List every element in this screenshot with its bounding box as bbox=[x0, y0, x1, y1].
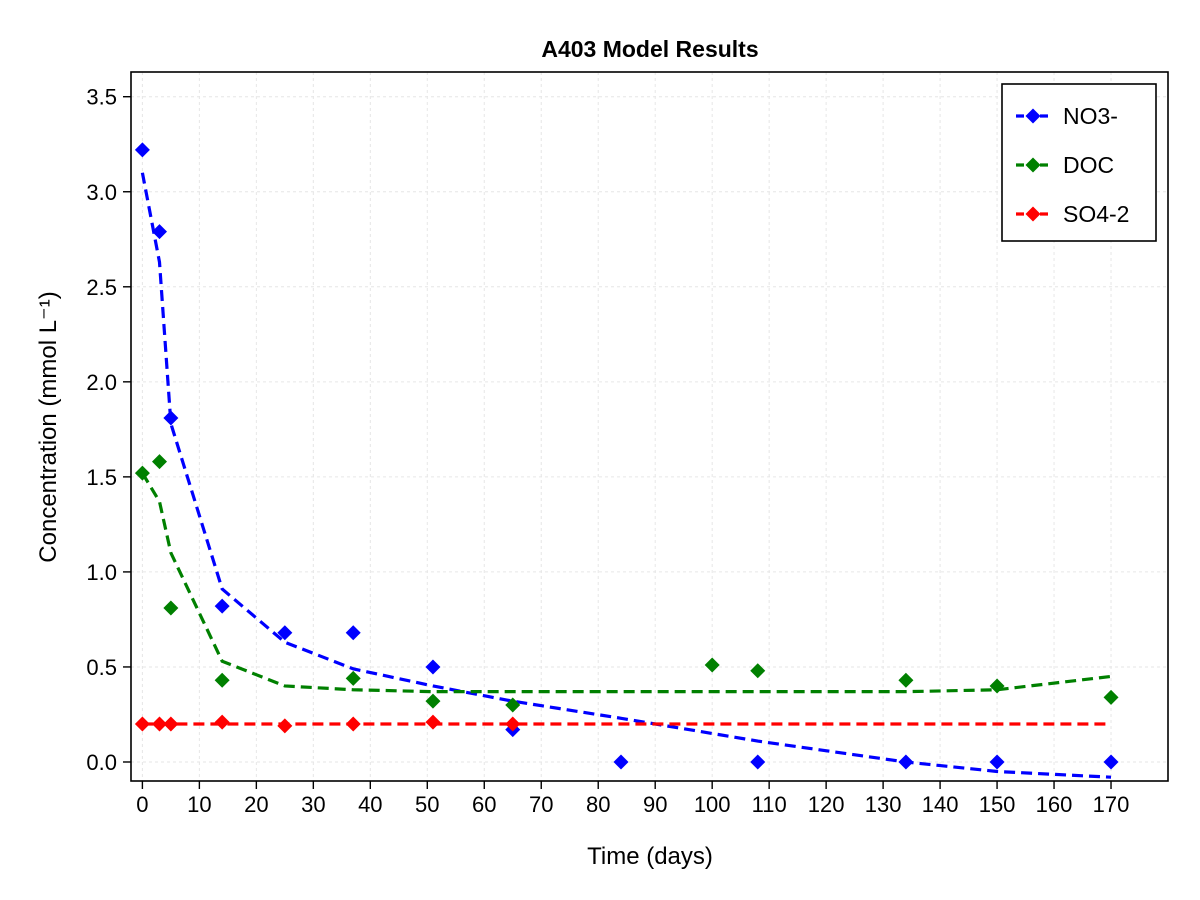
legend-item-so42: SO4-2 bbox=[1016, 201, 1129, 227]
data-point-doc bbox=[425, 693, 441, 709]
data-point-so42 bbox=[214, 714, 230, 730]
data-point-doc bbox=[505, 697, 521, 713]
y-axis-label: Concentration (mmol L⁻¹) bbox=[35, 291, 62, 562]
data-point-no3 bbox=[898, 754, 914, 770]
legend-item-no3: NO3- bbox=[1016, 103, 1118, 129]
series-no3 bbox=[134, 142, 1119, 779]
data-point-no3 bbox=[134, 142, 150, 158]
data-point-no3 bbox=[345, 625, 361, 641]
x-tick-label: 20 bbox=[244, 792, 268, 817]
data-point-no3 bbox=[613, 754, 629, 770]
legend-item-doc: DOC bbox=[1016, 152, 1114, 178]
y-tick-label: 2.0 bbox=[86, 370, 117, 395]
data-point-no3 bbox=[277, 625, 293, 641]
legend-label: SO4-2 bbox=[1063, 201, 1129, 227]
data-point-no3 bbox=[214, 598, 230, 614]
data-point-no3 bbox=[163, 410, 179, 426]
data-point-so42 bbox=[151, 716, 167, 732]
y-tick-label: 3.0 bbox=[86, 180, 117, 205]
data-point-doc bbox=[750, 663, 766, 679]
data-point-so42 bbox=[134, 716, 150, 732]
x-tick-label: 160 bbox=[1036, 792, 1073, 817]
data-point-so42 bbox=[163, 716, 179, 732]
data-point-no3 bbox=[151, 224, 167, 240]
y-tick-label: 2.5 bbox=[86, 275, 117, 300]
data-point-doc bbox=[1103, 689, 1119, 705]
y-tick-label: 1.5 bbox=[86, 465, 117, 490]
legend-marker bbox=[1025, 108, 1041, 124]
data-point-so42 bbox=[277, 718, 293, 734]
chart-title: A403 Model Results bbox=[541, 36, 758, 62]
x-tick-label: 170 bbox=[1093, 792, 1130, 817]
data-point-doc bbox=[704, 657, 720, 673]
data-point-doc bbox=[163, 600, 179, 616]
x-tick-label: 100 bbox=[694, 792, 731, 817]
x-tick-label: 90 bbox=[643, 792, 667, 817]
plot-data bbox=[134, 142, 1119, 779]
y-tick-label: 3.5 bbox=[86, 85, 117, 110]
x-tick-label: 0 bbox=[136, 792, 148, 817]
x-tick-label: 150 bbox=[979, 792, 1016, 817]
x-axis-label: Time (days) bbox=[587, 843, 713, 870]
data-point-doc bbox=[345, 670, 361, 686]
y-tick-label: 0.0 bbox=[86, 750, 117, 775]
x-tick-label: 10 bbox=[187, 792, 211, 817]
y-tick-label: 1.0 bbox=[86, 560, 117, 585]
data-point-doc bbox=[151, 454, 167, 470]
model-line-doc bbox=[141, 472, 1112, 694]
x-tick-label: 120 bbox=[808, 792, 845, 817]
data-point-doc bbox=[989, 678, 1005, 694]
legend-marker bbox=[1025, 206, 1041, 222]
legend-label: NO3- bbox=[1063, 103, 1118, 129]
series-doc bbox=[134, 454, 1119, 713]
data-point-no3 bbox=[750, 754, 766, 770]
legend: NO3- DOC SO4-2 bbox=[1001, 83, 1157, 242]
x-tick-label: 140 bbox=[922, 792, 959, 817]
data-point-doc bbox=[214, 672, 230, 688]
x-tick-label: 110 bbox=[752, 792, 787, 817]
y-tick-label: 0.5 bbox=[86, 655, 117, 680]
x-tick-label: 40 bbox=[358, 792, 382, 817]
plot-frame bbox=[130, 71, 1169, 782]
series-so42 bbox=[134, 714, 1112, 734]
x-tick-label: 30 bbox=[301, 792, 325, 817]
data-point-so42 bbox=[505, 716, 521, 732]
data-point-so42 bbox=[345, 716, 361, 732]
data-point-doc bbox=[898, 672, 914, 688]
legend-marker bbox=[1025, 157, 1041, 173]
x-tick-label: 70 bbox=[529, 792, 553, 817]
x-tick-label: 50 bbox=[415, 792, 439, 817]
legend-label: DOC bbox=[1063, 152, 1114, 178]
y-axis-ticks: 0.0 0.5 1.0 1.5 2.0 2.5 3.0 3.5 bbox=[86, 85, 131, 775]
data-point-no3 bbox=[425, 659, 441, 675]
x-tick-label: 80 bbox=[586, 792, 610, 817]
data-point-no3 bbox=[1103, 754, 1119, 770]
x-tick-label: 130 bbox=[865, 792, 902, 817]
data-point-no3 bbox=[989, 754, 1005, 770]
x-axis-ticks: 0 10 20 30 40 50 60 70 80 90 100 110 120 130 140 150 160… bbox=[136, 781, 1129, 817]
data-point-doc bbox=[134, 465, 150, 481]
data-point-so42 bbox=[425, 714, 441, 730]
x-tick-label: 60 bbox=[472, 792, 496, 817]
